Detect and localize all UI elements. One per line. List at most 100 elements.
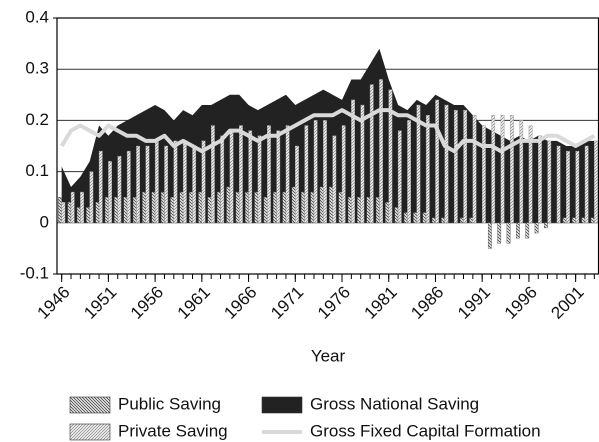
- bar: [267, 125, 271, 223]
- bar: [136, 145, 140, 224]
- bar: [407, 120, 411, 224]
- bar: [95, 202, 100, 224]
- bar: [67, 202, 72, 224]
- bar: [179, 191, 184, 224]
- bar: [394, 207, 399, 224]
- bar: [182, 140, 187, 224]
- bar: [510, 115, 514, 223]
- bar: [351, 99, 355, 223]
- bar: [86, 207, 90, 224]
- bar: [104, 196, 109, 223]
- legend-swatch: [69, 423, 111, 441]
- bar: [416, 104, 421, 224]
- bar: [572, 217, 576, 223]
- bar: [472, 115, 477, 223]
- bar: [481, 125, 486, 223]
- bar: [366, 196, 371, 223]
- bar: [98, 150, 103, 223]
- bar: [254, 191, 259, 224]
- bar: [198, 191, 203, 224]
- legend-swatch: [261, 396, 303, 414]
- bar: [422, 212, 427, 223]
- bar: [431, 217, 436, 223]
- bar: [435, 99, 440, 223]
- x-tick-label: 1971: [267, 283, 307, 323]
- x-tick-label: 1956: [127, 283, 167, 323]
- bar: [285, 125, 290, 223]
- bar: [534, 222, 539, 234]
- bar: [444, 104, 449, 224]
- x-tick-label: 1976: [314, 283, 354, 323]
- bar: [263, 196, 268, 223]
- bar: [319, 186, 324, 224]
- bar: [61, 202, 66, 224]
- bar: [590, 217, 595, 223]
- bar: [388, 89, 393, 223]
- bar: [453, 109, 458, 224]
- x-tick-label: 1961: [174, 283, 214, 323]
- bar: [516, 222, 520, 239]
- bar: [519, 120, 524, 224]
- y-tick-label: 0.3: [25, 59, 49, 78]
- bar: [310, 191, 315, 224]
- bar: [413, 212, 417, 223]
- x-tick-label: 1951: [80, 283, 120, 323]
- bar: [347, 196, 352, 223]
- legend-label: Public Saving: [118, 394, 221, 413]
- bar: [207, 196, 212, 223]
- bar: [151, 191, 156, 224]
- bar: [154, 140, 159, 224]
- bar: [425, 115, 430, 223]
- bar: [70, 191, 75, 224]
- x-tick-label: 1981: [361, 283, 401, 323]
- bar: [575, 150, 580, 223]
- bar: [487, 222, 492, 249]
- bar: [164, 145, 169, 224]
- y-tick-label: 0.1: [25, 161, 49, 180]
- bar: [89, 171, 94, 224]
- y-tick-label: 0.4: [25, 7, 49, 26]
- bar: [276, 130, 281, 224]
- bar: [58, 196, 62, 223]
- x-axis-label: Year: [311, 346, 346, 365]
- bar: [338, 191, 343, 224]
- bar: [210, 125, 215, 223]
- bar: [329, 186, 333, 224]
- bar: [257, 135, 262, 223]
- area: [61, 48, 595, 223]
- line: [59, 108, 596, 154]
- bar: [226, 186, 231, 224]
- bar: [80, 191, 84, 224]
- legend-label: Gross National Saving: [310, 394, 479, 413]
- bar: [497, 222, 502, 244]
- bar: [403, 212, 408, 223]
- bar: [291, 186, 296, 224]
- bar: [295, 145, 299, 224]
- bar: [506, 222, 511, 244]
- bar: [397, 130, 402, 224]
- bar: [248, 130, 253, 224]
- y-tick-label: 0: [40, 212, 49, 231]
- bar: [123, 196, 128, 223]
- bar: [301, 191, 305, 224]
- bar: [369, 84, 374, 224]
- bar: [235, 191, 240, 224]
- bar: [360, 104, 365, 224]
- bar: [562, 217, 567, 223]
- bar: [538, 135, 542, 223]
- bar: [459, 217, 464, 223]
- bar: [145, 145, 150, 224]
- bar: [566, 150, 570, 223]
- bar: [108, 161, 112, 223]
- bar: [239, 125, 243, 223]
- bar: [544, 222, 548, 229]
- legend-swatch: [69, 396, 111, 414]
- bar: [188, 191, 193, 224]
- bar: [220, 135, 225, 223]
- bar: [229, 130, 234, 224]
- bar: [201, 140, 206, 224]
- bar: [173, 140, 178, 224]
- bar: [491, 115, 496, 223]
- bar: [76, 207, 81, 224]
